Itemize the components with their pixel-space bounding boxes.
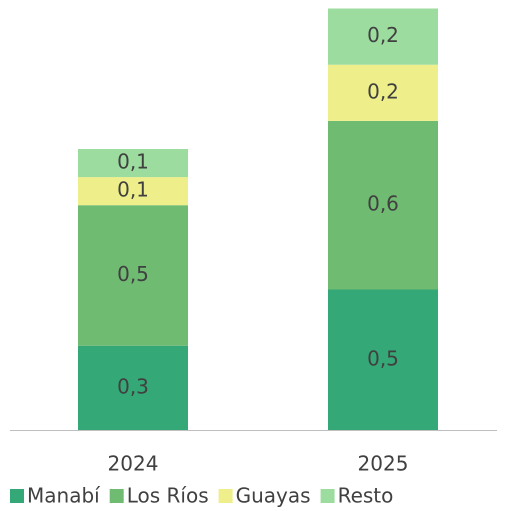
bar-segment	[328, 64, 438, 121]
x-tick-label: 2024	[108, 452, 159, 476]
bar-segment	[78, 205, 188, 346]
legend-swatch	[109, 489, 124, 503]
bar-segment	[328, 8, 438, 65]
x-tick-label: 2025	[358, 452, 409, 476]
bar-segment	[78, 345, 188, 430]
data-label: 0,5	[367, 346, 399, 370]
bar-segment	[328, 120, 438, 290]
legend-label: Manabí	[27, 484, 101, 508]
data-label: 0,2	[367, 79, 399, 103]
data-label: 0,6	[367, 192, 399, 216]
bar-segment	[328, 289, 438, 430]
legend-label: Resto	[338, 484, 394, 508]
data-label: 0,2	[367, 23, 399, 47]
data-label: 0,5	[117, 262, 149, 286]
legend-swatch	[218, 489, 233, 503]
bar-segment	[78, 177, 188, 206]
data-label: 0,3	[117, 374, 149, 398]
legend-label: Los Ríos	[127, 484, 209, 508]
data-label: 0,1	[117, 178, 149, 202]
bar-segment	[78, 149, 188, 178]
data-label: 0,1	[117, 150, 149, 174]
legend-swatch	[320, 489, 335, 503]
legend-label: Guayas	[236, 484, 311, 508]
legend-swatch	[10, 489, 24, 503]
